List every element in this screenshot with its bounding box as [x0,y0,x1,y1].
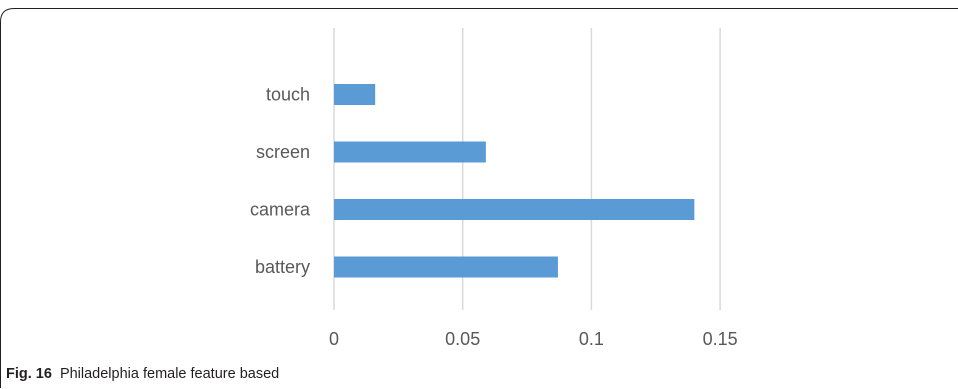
x-tick-label: 0.15 [703,329,738,349]
figure-border [0,8,958,388]
bar-camera [334,199,695,220]
figure-caption-text: Philadelphia female feature based [59,366,280,382]
category-label-screen: screen [256,142,310,162]
bars [334,84,695,278]
category-label-battery: battery [255,257,310,277]
bar-screen [334,141,486,163]
category-label-touch: touch [266,85,310,105]
category-label-camera: camera [250,200,311,220]
x-tick-label: 0 [329,329,339,349]
figure-caption: Fig. 16 Philadelphia female feature based [6,366,279,382]
bar-battery [334,256,558,278]
category-labels: touch screen camera battery [250,85,311,278]
figure-label: Fig. 16 [6,366,52,382]
x-tick-labels: 0 0.05 0.1 0.15 [329,329,738,349]
x-tick-label: 0.05 [445,329,480,349]
bar-touch [334,84,376,105]
x-tick-label: 0.1 [579,329,604,349]
